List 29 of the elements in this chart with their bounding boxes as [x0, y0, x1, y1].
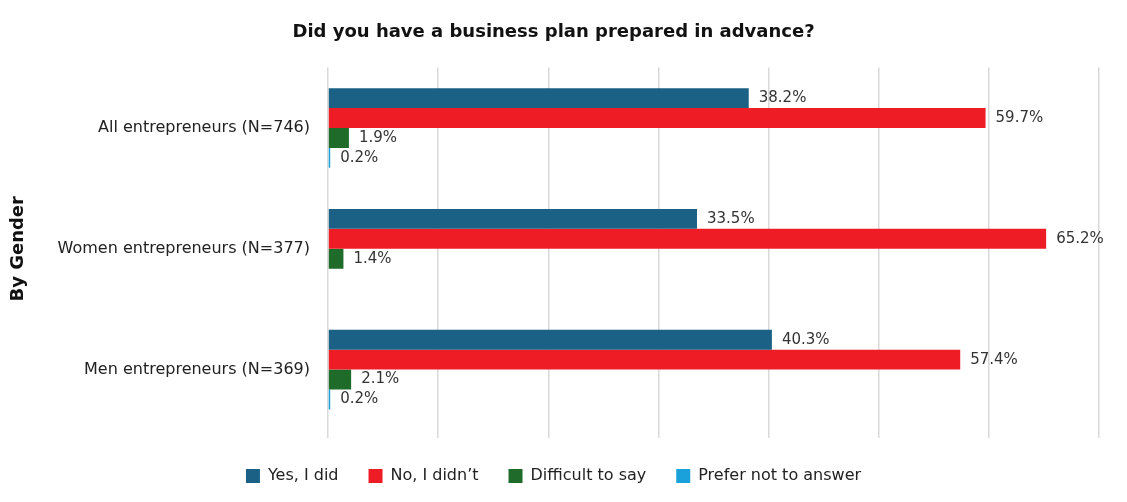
bar — [328, 228, 1047, 249]
y-tick-label: Women entrepreneurs (N=377) — [57, 237, 311, 257]
bar — [328, 329, 772, 350]
y-axis-title: By Gender — [6, 195, 28, 302]
bar — [328, 369, 352, 390]
data-label: 0.2% — [340, 389, 379, 408]
chart-title: Did you have a business plan prepared in advance? — [292, 20, 815, 42]
legend-label: No, I didn’t — [390, 465, 479, 485]
bar — [328, 88, 749, 109]
legend-label: Yes, I did — [266, 465, 339, 485]
data-label: 38.2% — [758, 87, 807, 106]
legend-label: Prefer not to answer — [698, 465, 862, 485]
y-tick-label: Men entrepreneurs (N=369) — [84, 358, 311, 378]
data-label: 2.1% — [361, 369, 400, 388]
data-label: 1.4% — [353, 248, 392, 267]
bar — [328, 248, 344, 269]
data-label: 33.5% — [706, 208, 755, 227]
data-label: 65.2% — [1056, 228, 1104, 247]
bar — [328, 108, 986, 128]
data-label: 40.3% — [781, 329, 830, 348]
data-label: 0.2% — [340, 147, 379, 166]
bar — [328, 349, 961, 370]
bar — [328, 128, 349, 148]
legend-label: Difficult to say — [530, 465, 647, 485]
y-tick-label: All entrepreneurs (N=746) — [98, 117, 311, 137]
data-label: 1.9% — [358, 127, 398, 146]
data-label: 59.7% — [995, 107, 1044, 126]
bar — [328, 208, 697, 229]
data-label: 57.4% — [970, 349, 1018, 368]
